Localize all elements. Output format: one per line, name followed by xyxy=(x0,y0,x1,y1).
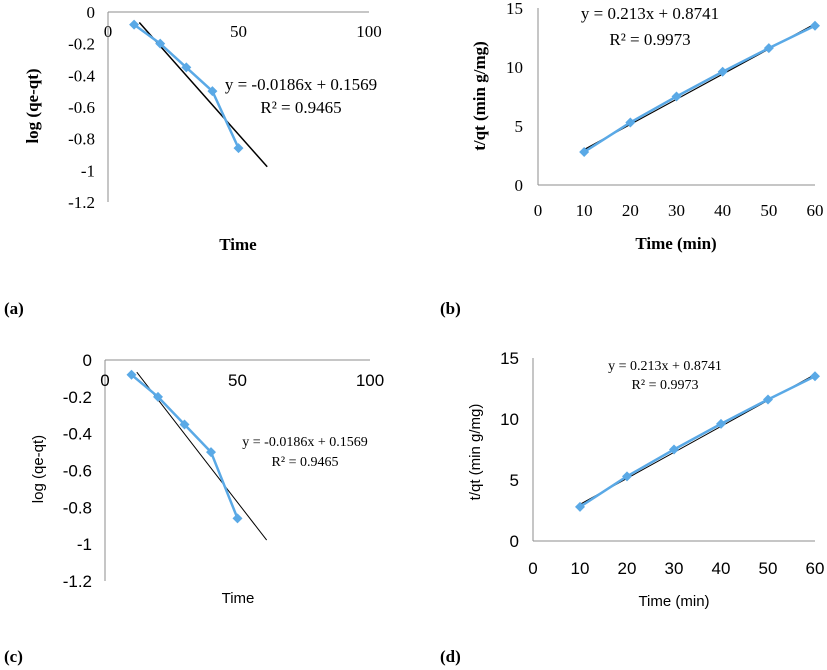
y-tick-label: -0.4 xyxy=(68,66,95,85)
y-tick-label: -0.6 xyxy=(68,98,95,117)
data-point-marker xyxy=(622,471,632,482)
x-tick-label: 100 xyxy=(356,22,382,41)
x-tick-label: 50 xyxy=(228,371,247,390)
trendline-equation: y = 0.213x + 0.8741 xyxy=(608,359,722,374)
data-point-marker xyxy=(126,369,137,380)
r-squared-label: R² = 0.9465 xyxy=(272,455,339,470)
data-point-marker xyxy=(810,371,820,382)
data-point-marker xyxy=(763,394,773,405)
data-point-marker xyxy=(579,146,590,157)
x-tick-label: 30 xyxy=(665,559,684,578)
y-tick-label: -0.8 xyxy=(63,498,92,517)
data-point-marker xyxy=(763,43,774,54)
y-tick-label: 15 xyxy=(506,0,523,18)
r-squared-label: R² = 0.9973 xyxy=(609,30,690,49)
y-tick-label: -1 xyxy=(81,161,95,180)
y-tick-label: -0.2 xyxy=(68,35,95,54)
trendline-equation: y = -0.0186x + 0.1569 xyxy=(225,75,377,94)
data-point-marker xyxy=(810,20,820,31)
y-tick-label: -0.4 xyxy=(63,425,92,444)
x-tick-label: 50 xyxy=(230,22,247,41)
x-axis-title: Time (min) xyxy=(638,593,709,610)
trendline-equation: y = -0.0186x + 0.1569 xyxy=(242,435,367,450)
data-point-marker xyxy=(153,391,163,402)
series-line xyxy=(130,373,239,519)
x-tick-label: 20 xyxy=(618,559,637,578)
x-tick-label: 0 xyxy=(100,371,109,390)
y-tick-label: 0 xyxy=(83,351,92,370)
chart-panel-b: 0 5 10 15 0 10 20 30 40 50 60 y = 0.213x + 0.8741 R²… xyxy=(440,0,824,318)
x-axis-title: Time (min) xyxy=(635,234,716,253)
y-tick-label: 15 xyxy=(500,349,519,368)
y-tick-label: 10 xyxy=(500,410,519,429)
data-point-marker xyxy=(129,19,140,30)
x-tick-label: 40 xyxy=(714,201,731,220)
y-tick-label: -0.8 xyxy=(68,130,95,149)
x-tick-label: 50 xyxy=(759,559,778,578)
data-point-marker xyxy=(179,419,190,430)
x-tick-label: 0 xyxy=(534,201,543,220)
data-point-marker xyxy=(206,447,216,458)
data-point-marker xyxy=(671,91,682,102)
x-tick-label: 0 xyxy=(104,22,113,41)
r-squared-label: R² = 0.9465 xyxy=(260,98,341,117)
x-tick-label: 20 xyxy=(622,201,639,220)
data-point-marker xyxy=(181,62,192,73)
data-point-marker xyxy=(717,66,728,77)
data-point-marker xyxy=(625,117,636,128)
y-tick-label: -0.2 xyxy=(63,388,92,407)
y-tick-label: 0 xyxy=(87,3,96,22)
x-tick-label: 0 xyxy=(528,559,537,578)
trendline-equation: y = 0.213x + 0.8741 xyxy=(581,4,719,23)
x-tick-label: 10 xyxy=(576,201,593,220)
y-axis-title: log (qe-qt) xyxy=(30,435,47,503)
y-tick-label: -1.2 xyxy=(68,193,95,212)
data-point-marker xyxy=(716,418,726,429)
data-point-marker xyxy=(232,513,243,524)
data-point-marker xyxy=(669,444,679,455)
x-axis-title: Time xyxy=(222,590,255,607)
y-tick-label: -1 xyxy=(77,535,92,554)
data-point-marker xyxy=(575,501,585,512)
chart-panel-d: 0 5 10 15 0 10 20 30 40 50 60 y = 0.213x + 0.8741 R²… xyxy=(440,349,824,666)
series-line xyxy=(133,23,240,149)
y-tick-label: 10 xyxy=(506,58,523,77)
x-tick-label: 60 xyxy=(806,559,825,578)
panel-label: (c) xyxy=(4,647,23,666)
panel-label: (d) xyxy=(440,647,461,666)
panel-label: (b) xyxy=(440,299,461,318)
series-line xyxy=(583,24,816,154)
data-point-marker xyxy=(233,143,244,154)
y-axis-title: t/qt (min g/mg) xyxy=(470,41,489,151)
x-tick-label: 100 xyxy=(356,371,384,390)
data-point-marker xyxy=(207,86,218,97)
y-tick-label: 0 xyxy=(515,176,524,195)
y-tick-label: -1.2 xyxy=(63,572,92,591)
chart-panel-c: 0 -0.2 -0.4 -0.6 -0.8 -1 -1.2 0 50 100 y = -0.0186… xyxy=(4,351,384,666)
r-squared-label: R² = 0.9973 xyxy=(632,378,699,393)
y-axis-title: t/qt (min g/mg) xyxy=(467,404,484,501)
y-tick-label: 5 xyxy=(510,471,519,490)
y-tick-label: 0 xyxy=(510,532,519,551)
x-tick-label: 60 xyxy=(807,201,824,220)
chart-panel-a: 0 -0.2 -0.4 -0.6 -0.8 -1 -1.2 0 50 100 y = -0.0186… xyxy=(4,3,382,318)
x-axis-title: Time xyxy=(219,235,257,254)
y-tick-label: 5 xyxy=(515,117,524,136)
x-tick-label: 40 xyxy=(712,559,731,578)
y-axis-title: log (qe-qt) xyxy=(23,68,42,143)
panel-label: (a) xyxy=(4,299,24,318)
y-tick-label: -0.6 xyxy=(63,462,92,481)
x-tick-label: 10 xyxy=(571,559,590,578)
x-tick-label: 30 xyxy=(668,201,685,220)
data-point-marker xyxy=(155,38,166,49)
series-line xyxy=(579,375,816,508)
x-tick-label: 50 xyxy=(760,201,777,220)
